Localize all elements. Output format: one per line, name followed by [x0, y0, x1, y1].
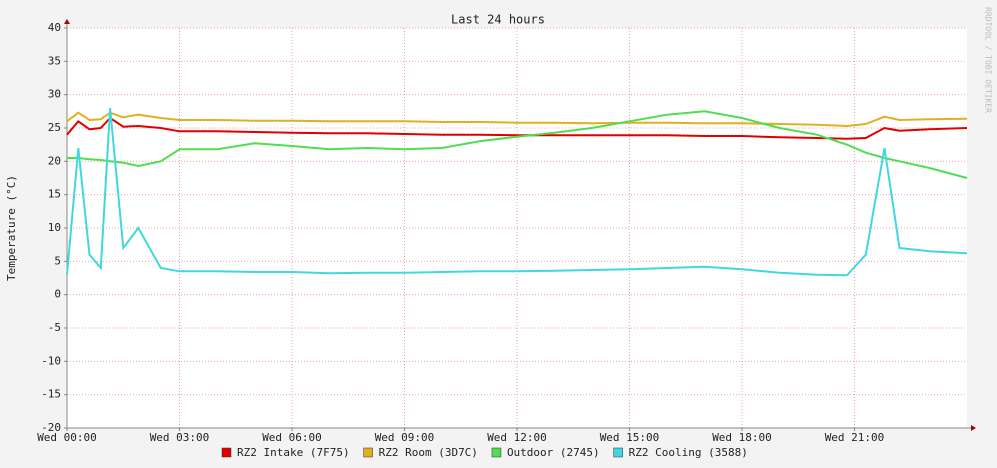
y-tick-label: 20 — [48, 154, 61, 167]
series-line — [67, 110, 968, 179]
x-axis-arrow — [971, 425, 976, 431]
y-tick-label: 10 — [48, 221, 61, 234]
legend-label: Outdoor (2745) — [507, 446, 600, 459]
y-tick-label: 5 — [54, 254, 61, 267]
y-tick-label: 35 — [48, 54, 61, 67]
y-tick-label: 40 — [48, 21, 61, 34]
legend-label: RZ2 Room (3D7C) — [379, 446, 478, 459]
x-tick-label: Wed 18:00 — [712, 431, 772, 444]
y-tick-label: 25 — [48, 121, 61, 134]
legend-label: RZ2 Intake (7F75) — [237, 446, 350, 459]
chart-title: Last 24 hours — [451, 13, 545, 27]
y-axis-arrow — [64, 19, 70, 24]
x-tick-label: Wed 06:00 — [262, 431, 322, 444]
y-tick-label: -20 — [41, 421, 61, 434]
x-tick-label: Wed 12:00 — [487, 431, 547, 444]
x-tick-label: Wed 00:00 — [37, 431, 97, 444]
series-line — [66, 111, 968, 128]
y-tick-label: -15 — [41, 388, 61, 401]
x-tick-label: Wed 09:00 — [375, 431, 435, 444]
legend-swatch — [491, 447, 502, 458]
x-tick-label: Wed 21:00 — [825, 431, 885, 444]
series-line — [66, 107, 968, 277]
legend-swatch — [613, 447, 623, 458]
x-tick-label: Wed 15:00 — [600, 431, 660, 444]
y-tick-label: -5 — [48, 321, 61, 334]
series-line — [66, 116, 968, 140]
y-axis-label: Temperature (°C) — [5, 175, 18, 281]
y-tick-label: 15 — [48, 188, 61, 201]
y-tick-label: 30 — [48, 88, 61, 101]
legend-swatch — [221, 447, 232, 458]
legend-swatch — [363, 447, 373, 458]
y-tick-label: 0 — [54, 288, 61, 301]
legend-label: RZ2 Cooling (3588) — [629, 446, 748, 459]
y-tick-label: -10 — [41, 354, 61, 367]
x-tick-label: Wed 03:00 — [150, 431, 210, 444]
watermark: RRDTOOL / TOBI OETIKER — [984, 7, 993, 113]
